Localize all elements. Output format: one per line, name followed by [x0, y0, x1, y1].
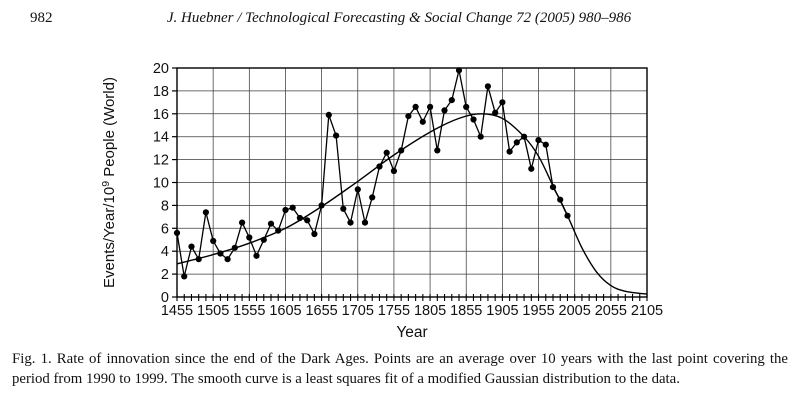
data-point: [477, 133, 484, 140]
x-axis-tick-label: 1455: [161, 303, 193, 319]
y-axis-tick-label: 0: [161, 290, 169, 306]
y-axis-tick-label: 16: [153, 107, 169, 123]
data-point: [506, 148, 513, 155]
data-point: [354, 186, 361, 193]
data-point: [361, 219, 369, 226]
page-number: 982: [30, 10, 53, 26]
x-axis-tick-label: 1705: [342, 303, 374, 319]
data-point: [246, 234, 253, 241]
data-point: [224, 256, 231, 263]
data-point: [325, 111, 332, 118]
data-point: [390, 167, 397, 175]
data-point: [448, 97, 455, 104]
y-axis-tick-label: 10: [153, 176, 169, 192]
x-axis-tick-label: 1505: [197, 303, 229, 319]
data-point: [296, 214, 303, 222]
data-point: [455, 67, 463, 74]
grid: [172, 67, 648, 301]
figure-caption: Fig. 1. Rate of innovation since the end…: [12, 351, 788, 388]
x-axis-tick-label: 1855: [450, 303, 482, 319]
data-point: [333, 132, 340, 139]
data-point: [427, 103, 434, 110]
data-point: [492, 109, 499, 116]
y-axis-tick-label: 20: [153, 61, 169, 77]
data-point: [521, 133, 528, 140]
data-point: [542, 141, 549, 148]
data-point: [267, 220, 275, 227]
y-axis-tick-label: 6: [161, 221, 169, 237]
data-point: [217, 250, 224, 257]
data-point: [181, 273, 188, 280]
y-axis-tick-label: 8: [161, 198, 169, 214]
data-point: [434, 147, 441, 154]
data-point: [304, 217, 311, 224]
y-axis-tick-label: 14: [153, 130, 169, 146]
data-point: [282, 206, 289, 214]
x-axis-title: Year: [396, 324, 427, 341]
data-point: [535, 137, 542, 144]
data-point: [405, 113, 412, 120]
data-point: [398, 147, 405, 154]
x-axis-tick-label: 1555: [233, 303, 265, 319]
data-point: [564, 212, 571, 219]
y-axis-tick-label: 2: [161, 267, 169, 283]
x-axis-tick-label: 1655: [305, 303, 337, 319]
x-axis-tick-label: 1905: [486, 303, 518, 319]
innovation-chart: 0 2 4 6 8 10 12 14 16 18 20 1455 1505 1555 1605 1655 170…: [100, 61, 663, 341]
x-axis-tick-label: 1605: [269, 303, 301, 319]
data-point: [195, 256, 202, 263]
page-header: 982 J. Huebner / Technological Forecasti…: [0, 8, 798, 30]
data-point: [202, 209, 209, 216]
data-point: [557, 196, 564, 203]
data-point: [188, 243, 195, 250]
data-point: [528, 165, 535, 172]
data-point: [173, 229, 181, 236]
data-point: [318, 202, 325, 209]
x-axis-tick-label: 2105: [631, 303, 663, 319]
y-axis-tick-label: 12: [153, 153, 169, 169]
data-point: [231, 244, 238, 251]
data-point: [369, 194, 376, 201]
plot-border: [176, 67, 648, 298]
data-point: [376, 163, 383, 170]
data-point: [470, 116, 477, 123]
gaussian-fit-curve: [176, 113, 648, 295]
data-point: [441, 107, 448, 114]
data-point: [289, 204, 296, 211]
y-axis-tick-label: 18: [153, 84, 169, 100]
data-point: [210, 237, 217, 244]
data-point: [275, 227, 282, 234]
data-point: [412, 103, 419, 110]
data-point: [383, 149, 390, 156]
data-point: [419, 118, 426, 125]
data-point: [311, 230, 318, 238]
data-point: [260, 236, 267, 243]
x-axis-tick-label: 1805: [414, 303, 446, 319]
y-axis-tick-label: 4: [161, 244, 169, 260]
data-point: [463, 103, 470, 110]
x-axis-tick-label: 1955: [522, 303, 554, 319]
x-axis-tick-label: 1755: [378, 303, 410, 319]
data-point: [253, 252, 260, 259]
data-point: [499, 99, 506, 106]
data-point: [340, 205, 347, 212]
running-title: J. Huebner / Technological Forecasting &…: [166, 10, 632, 26]
x-axis-tick-label: 2005: [559, 303, 591, 319]
data-point: [347, 219, 354, 226]
x-axis-tick-label: 2055: [595, 303, 627, 319]
data-point: [549, 184, 557, 191]
y-axis-title: Events/Year/109 People (World): [100, 77, 118, 288]
data-point: [513, 139, 520, 146]
data-point: [484, 83, 491, 90]
data-point: [239, 219, 246, 226]
